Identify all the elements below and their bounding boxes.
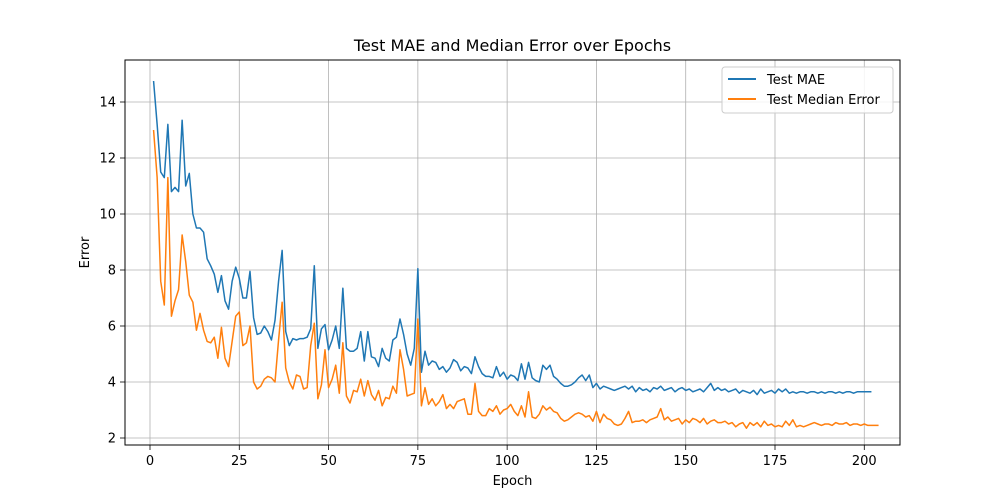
y-tick-label: 2 (108, 432, 116, 447)
chart-title: Test MAE and Median Error over Epochs (353, 36, 671, 55)
y-tick-label: 10 (99, 208, 116, 223)
x-tick-label: 0 (146, 454, 154, 469)
grid (125, 60, 900, 445)
plot-lines (152, 80, 879, 429)
y-axis-label: Error (78, 236, 93, 268)
legend-box (721, 66, 894, 114)
x-tick-label: 50 (320, 454, 337, 469)
y-tick-label: 6 (108, 320, 116, 335)
y-tick-label: 14 (99, 96, 116, 111)
x-tick-label: 175 (763, 454, 788, 469)
y-tick-label: 8 (108, 264, 116, 279)
legend: Test MAE Test Median Error (721, 66, 894, 114)
axis-ticks: 0 25 50 75 100 125 150 175 200 2 4 6 8 10 12 14 (99, 96, 876, 470)
x-tick-label: 200 (852, 454, 877, 469)
series-line-test-median-error (152, 129, 879, 429)
x-tick-label: 100 (495, 454, 520, 469)
plot-area-frame (124, 59, 901, 446)
x-axis-label: Epoch (493, 474, 533, 489)
series-line-test-mae (152, 80, 872, 396)
legend-label-test-median-error: Test Median Error (766, 93, 880, 108)
x-tick-label: 150 (673, 454, 698, 469)
x-tick-label: 25 (231, 454, 248, 469)
x-tick-label: 75 (410, 454, 427, 469)
y-tick-label: 12 (99, 152, 116, 167)
legend-label-test-mae: Test MAE (766, 73, 825, 88)
x-tick-label: 125 (584, 454, 609, 469)
y-tick-label: 4 (108, 376, 116, 391)
